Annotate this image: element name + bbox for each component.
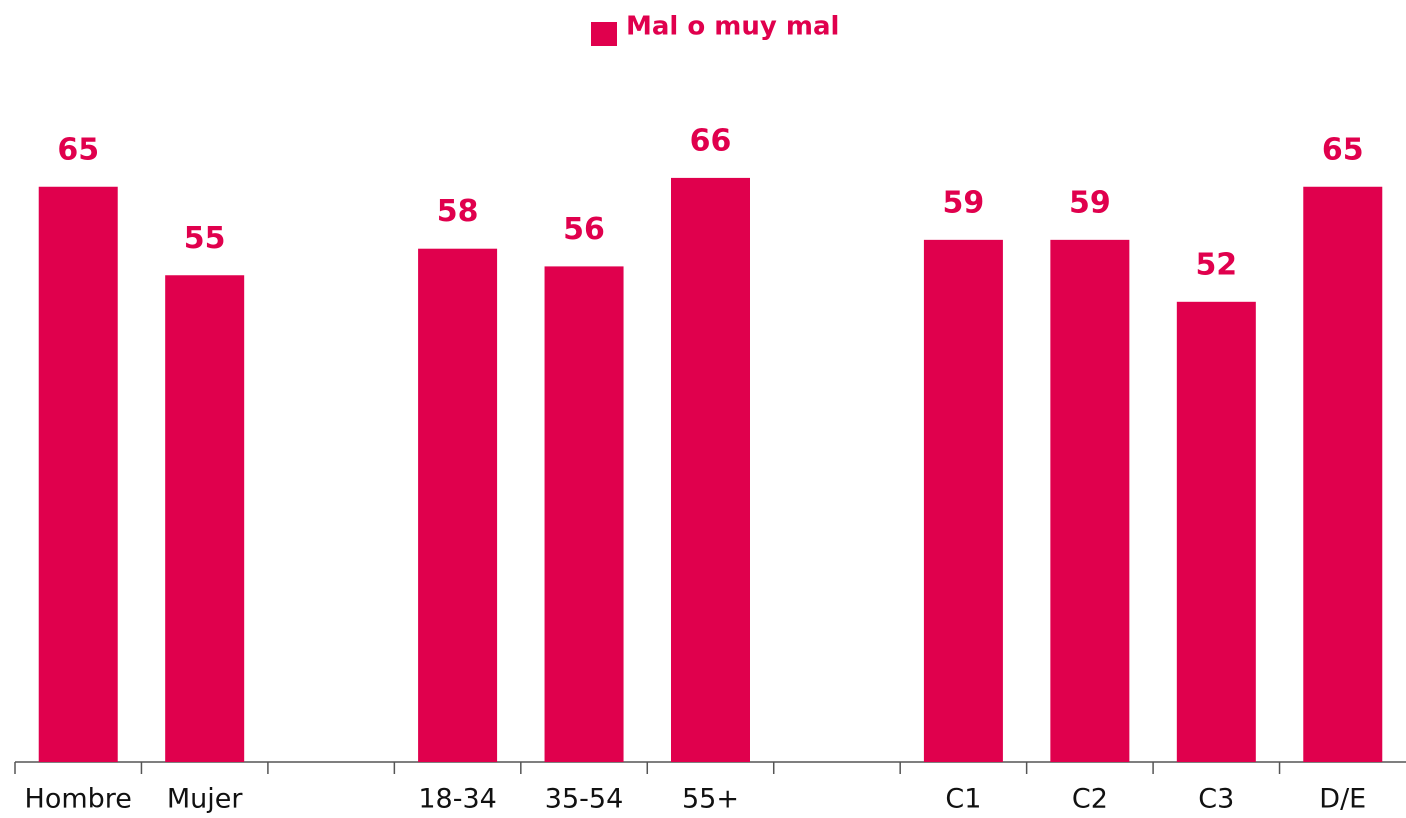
value-label: 59 [943, 185, 985, 220]
value-label: 55 [184, 221, 226, 256]
x-tick-label: Mujer [167, 784, 244, 815]
bar [923, 239, 1003, 763]
bar [418, 248, 498, 762]
value-label: 65 [1322, 132, 1364, 167]
bar [38, 186, 118, 762]
x-tick-label: 35-54 [545, 784, 623, 815]
bar [544, 266, 624, 762]
value-label: 66 [690, 123, 732, 158]
x-tick-label: D/E [1319, 784, 1366, 815]
x-tick-label: C2 [1072, 784, 1108, 815]
value-label: 58 [437, 194, 479, 229]
x-tick-label: 18-34 [418, 784, 496, 815]
value-label: 59 [1069, 185, 1111, 220]
x-tick-label: 55+ [682, 784, 739, 815]
x-tick-label: Hombre [25, 784, 132, 815]
bar [671, 177, 750, 762]
legend-label: Mal o muy mal [626, 12, 839, 42]
x-tick-label: C3 [1198, 784, 1234, 815]
value-label: 65 [57, 132, 99, 167]
bar [165, 275, 245, 762]
value-label: 56 [563, 212, 605, 247]
bar [1050, 239, 1130, 763]
value-label: 52 [1195, 247, 1237, 282]
bar [1176, 301, 1256, 762]
x-tick-label: C1 [945, 784, 981, 815]
legend-swatch [591, 22, 617, 46]
bar [1303, 186, 1383, 762]
